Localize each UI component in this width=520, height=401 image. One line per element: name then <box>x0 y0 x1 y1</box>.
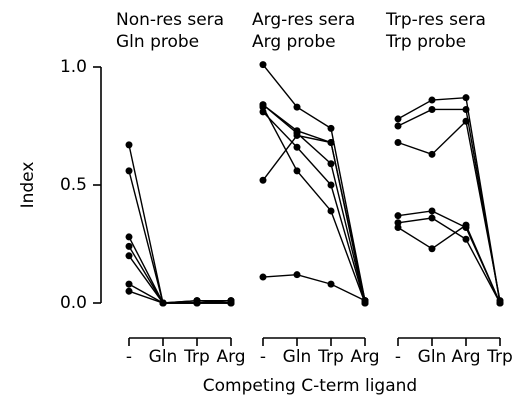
panel-subtitle: Gln probe <box>116 32 199 52</box>
y-axis-label: Index <box>18 162 38 209</box>
data-point <box>125 287 133 295</box>
x-tick-label: Gln <box>283 347 312 367</box>
y-tick-label: 1.0 <box>60 57 87 77</box>
data-point <box>125 252 133 260</box>
series-line <box>262 134 366 301</box>
data-point <box>125 280 133 288</box>
series-line <box>397 210 501 304</box>
x-tick-label: Arg <box>451 347 480 367</box>
panel-title: Trp-res sera <box>385 10 486 30</box>
x-axis-label: Competing C-term ligand <box>203 376 417 396</box>
data-point <box>293 143 301 151</box>
data-point <box>327 207 335 215</box>
series-line <box>397 217 501 304</box>
data-point <box>259 103 267 111</box>
data-point <box>125 141 133 149</box>
series-line <box>128 170 231 304</box>
series-line <box>128 144 231 304</box>
x-tick-label: Gln <box>149 347 178 367</box>
data-point <box>394 122 402 130</box>
series-line <box>397 119 501 301</box>
series-line <box>262 273 366 302</box>
series-line <box>397 108 501 304</box>
panel-title: Arg-res sera <box>252 10 355 30</box>
series-line <box>262 104 366 304</box>
x-tick-label: Trp <box>486 347 513 367</box>
panel-subtitle: Trp probe <box>385 32 466 52</box>
data-point <box>462 117 470 125</box>
data-point <box>428 105 436 113</box>
data-point <box>462 235 470 243</box>
x-tick-label: Trp <box>183 347 210 367</box>
data-point <box>428 150 436 158</box>
data-point <box>428 245 436 253</box>
data-point <box>394 212 402 220</box>
data-point <box>327 280 335 288</box>
series-line <box>262 106 366 304</box>
y-tick-label: 0.0 <box>60 293 87 313</box>
data-point <box>293 167 301 175</box>
x-tick-label: - <box>395 347 401 367</box>
data-point <box>394 115 402 123</box>
data-point <box>361 297 369 305</box>
data-point <box>227 299 235 307</box>
panel-title: Non-res sera <box>116 10 224 30</box>
x-tick-label: - <box>260 347 266 367</box>
series-line <box>128 245 232 304</box>
data-point <box>462 221 470 229</box>
data-point <box>462 94 470 102</box>
data-point <box>496 299 504 307</box>
series-line <box>128 290 231 304</box>
data-point <box>259 61 267 69</box>
data-point <box>428 214 436 222</box>
data-point <box>193 299 201 307</box>
series-line <box>397 224 501 304</box>
data-point <box>327 181 335 189</box>
data-point <box>125 242 133 250</box>
x-tick-label: Arg <box>216 347 245 367</box>
x-tick-label: Arg <box>350 347 379 367</box>
data-point <box>293 103 301 111</box>
series-line <box>397 96 501 304</box>
series-line <box>262 64 366 301</box>
data-point <box>125 233 133 241</box>
data-point <box>259 176 267 184</box>
data-point <box>259 273 267 281</box>
data-point <box>159 299 167 307</box>
data-point <box>293 131 301 139</box>
x-tick-label: - <box>126 347 132 367</box>
panel-subtitle: Arg probe <box>252 32 336 52</box>
data-point <box>125 167 133 175</box>
data-point <box>428 207 436 215</box>
data-point <box>327 160 335 168</box>
y-tick-label: 0.5 <box>60 175 87 195</box>
series-line <box>262 111 366 304</box>
data-point <box>293 271 301 279</box>
data-point <box>327 124 335 132</box>
data-point <box>327 139 335 147</box>
data-point <box>428 96 436 104</box>
x-tick-label: Trp <box>317 347 344 367</box>
data-point <box>394 223 402 231</box>
data-point <box>394 139 402 147</box>
data-point <box>462 105 470 113</box>
x-tick-label: Gln <box>418 347 447 367</box>
